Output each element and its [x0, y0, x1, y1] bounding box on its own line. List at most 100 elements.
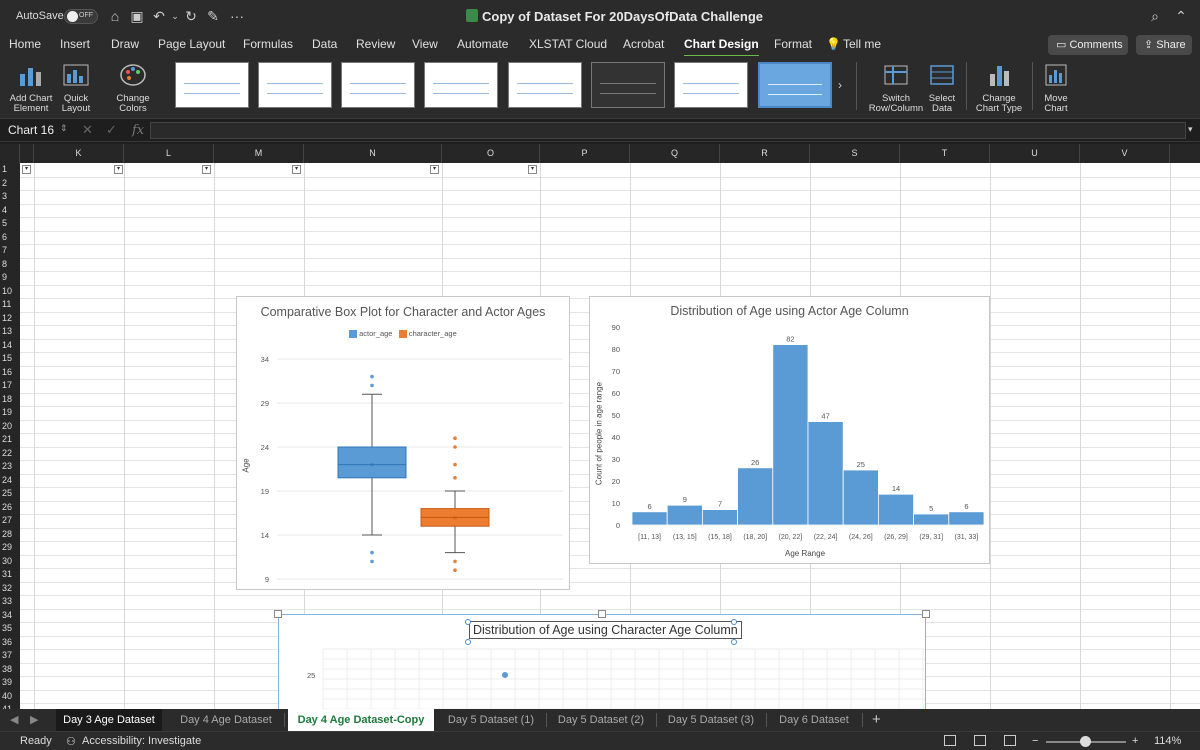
filter-dropdown-icon[interactable]: ▾ — [292, 165, 301, 174]
cell-character-age[interactable] — [36, 393, 122, 407]
cell-character-age[interactable] — [36, 271, 122, 285]
cell-age-difference[interactable] — [126, 352, 212, 366]
stat-label[interactable] — [306, 204, 440, 218]
row-header[interactable]: 3 — [2, 191, 8, 201]
select-all-corner[interactable] — [0, 144, 20, 163]
row-header[interactable]: 5 — [2, 218, 8, 228]
tab-xlstat-cloud[interactable]: XLSTAT Cloud — [529, 37, 608, 51]
zoom-level[interactable]: 114% — [1154, 735, 1182, 747]
row-header[interactable]: 17 — [2, 380, 13, 390]
cell-j[interactable] — [22, 298, 34, 312]
cell-area[interactable]: ▾ ▾ ▾ ▾ ▾ ▾ — [0, 144, 1200, 709]
expand-formula-icon[interactable]: ▾ — [1188, 124, 1193, 134]
sheet-tab-day5-3[interactable]: Day 5 Dataset (3) — [667, 714, 755, 726]
add-sheet-icon[interactable]: + — [872, 711, 881, 728]
cell-age-difference[interactable] — [126, 325, 212, 339]
quick-layout-button[interactable]: Quick Layout — [58, 62, 94, 114]
cell-character-age[interactable] — [36, 487, 122, 501]
chart-style-4[interactable] — [424, 62, 498, 108]
header-values-actor[interactable] — [542, 163, 628, 177]
character-age-chart-title[interactable]: Distribution of Age using Character Age … — [469, 621, 742, 639]
worksheet-grid[interactable]: K L M N O P Q R S T U V 1 2 3 4 5 6 7 8 9 10 11 12 1… — [0, 144, 1200, 709]
row-header[interactable]: 28 — [2, 528, 13, 539]
filter-dropdown-icon[interactable]: ▾ — [114, 165, 123, 174]
cell-j[interactable] — [22, 636, 34, 650]
cell-character-age[interactable] — [36, 285, 122, 299]
row-header[interactable]: 2 — [2, 177, 8, 188]
row-header[interactable]: 10 — [2, 285, 13, 296]
cell-character-age[interactable] — [36, 420, 122, 434]
stat-character-value[interactable] — [444, 231, 538, 245]
move-chart-button[interactable]: Move Chart — [1038, 62, 1074, 114]
sheet-tab-day3[interactable]: Day 3 Age Dataset — [56, 709, 162, 731]
chart-style-8[interactable] — [758, 62, 832, 108]
cell-age-difference[interactable] — [126, 474, 212, 488]
cell-character-age[interactable] — [36, 190, 122, 204]
stat-character-value[interactable] — [444, 204, 538, 218]
cell-character-age[interactable] — [36, 622, 122, 636]
cell-j[interactable] — [22, 204, 34, 218]
cell-age-difference[interactable] — [126, 217, 212, 231]
sheet-tab-day5-2[interactable]: Day 5 Dataset (2) — [557, 714, 645, 726]
document-title[interactable]: Copy of Dataset For 20DaysOfData Challen… — [482, 9, 764, 24]
cell-age-difference[interactable] — [126, 487, 212, 501]
stat-label[interactable] — [306, 244, 440, 258]
cell-age-difference[interactable] — [126, 231, 212, 245]
cell-character-age[interactable] — [36, 447, 122, 461]
tell-me[interactable]: Tell me — [843, 37, 882, 51]
search-icon[interactable]: ⌕ — [1151, 8, 1159, 24]
cell-age-difference[interactable] — [126, 541, 212, 555]
chart-style-2[interactable] — [258, 62, 332, 108]
cell-age-difference[interactable] — [126, 460, 212, 474]
normal-view-icon[interactable] — [944, 735, 956, 746]
cell-age-difference[interactable] — [126, 676, 212, 690]
cell-j[interactable] — [22, 420, 34, 434]
cell-j[interactable] — [22, 366, 34, 380]
character-age-chart[interactable]: Distribution of Age using Character Age … — [278, 614, 926, 709]
cell-character-age[interactable] — [36, 325, 122, 339]
row-header[interactable]: 24 — [2, 474, 13, 485]
row-header[interactable]: 23 — [2, 461, 13, 471]
cell-j[interactable] — [22, 622, 34, 636]
cell-j[interactable] — [22, 474, 34, 488]
cell-j[interactable] — [22, 352, 34, 366]
header-character-age[interactable] — [36, 163, 116, 177]
edit-icon[interactable]: ✎ — [207, 8, 219, 24]
tab-insert[interactable]: Insert — [60, 37, 91, 51]
cell-j[interactable] — [22, 379, 34, 393]
row-header[interactable]: 19 — [2, 407, 13, 417]
column-header-r[interactable]: R — [720, 144, 810, 163]
cell-j[interactable] — [22, 217, 34, 231]
stat-character-value[interactable] — [444, 258, 538, 272]
cell-j[interactable] — [22, 487, 34, 501]
cell-j[interactable] — [22, 339, 34, 353]
row-header[interactable]: 30 — [2, 555, 13, 566]
column-header-j[interactable] — [20, 144, 34, 163]
resize-handle[interactable] — [598, 610, 606, 618]
column-header-u[interactable]: U — [990, 144, 1080, 163]
cell-character-age[interactable] — [36, 298, 122, 312]
cell-j[interactable] — [22, 582, 34, 596]
header-age-difference[interactable] — [126, 163, 206, 177]
cell-character-age[interactable] — [36, 636, 122, 650]
stat-label[interactable] — [306, 271, 440, 285]
stat-label[interactable] — [306, 190, 440, 204]
name-box[interactable]: Chart 16 — [8, 123, 55, 137]
cell-j[interactable] — [22, 190, 34, 204]
tab-format[interactable]: Format — [774, 37, 813, 51]
row-header[interactable]: 18 — [2, 393, 13, 404]
stat-label[interactable] — [306, 217, 440, 231]
cell-j[interactable] — [22, 541, 34, 555]
tab-formulas[interactable]: Formulas — [243, 37, 294, 51]
box-plot-chart[interactable]: Comparative Box Plot for Character and A… — [236, 296, 570, 590]
cell-age-difference[interactable] — [126, 285, 212, 299]
column-header-n[interactable]: N — [304, 144, 442, 163]
cell-j[interactable] — [22, 244, 34, 258]
zoom-out-icon[interactable]: − — [1032, 735, 1039, 747]
chart-style-6[interactable] — [591, 62, 665, 108]
switch-row-column-button[interactable]: Switch Row/Column — [866, 62, 926, 114]
tab-automate[interactable]: Automate — [457, 37, 509, 51]
stat-actor-value[interactable] — [542, 258, 628, 272]
stat-actor-value[interactable] — [542, 190, 628, 204]
row-header[interactable]: 6 — [2, 231, 8, 242]
